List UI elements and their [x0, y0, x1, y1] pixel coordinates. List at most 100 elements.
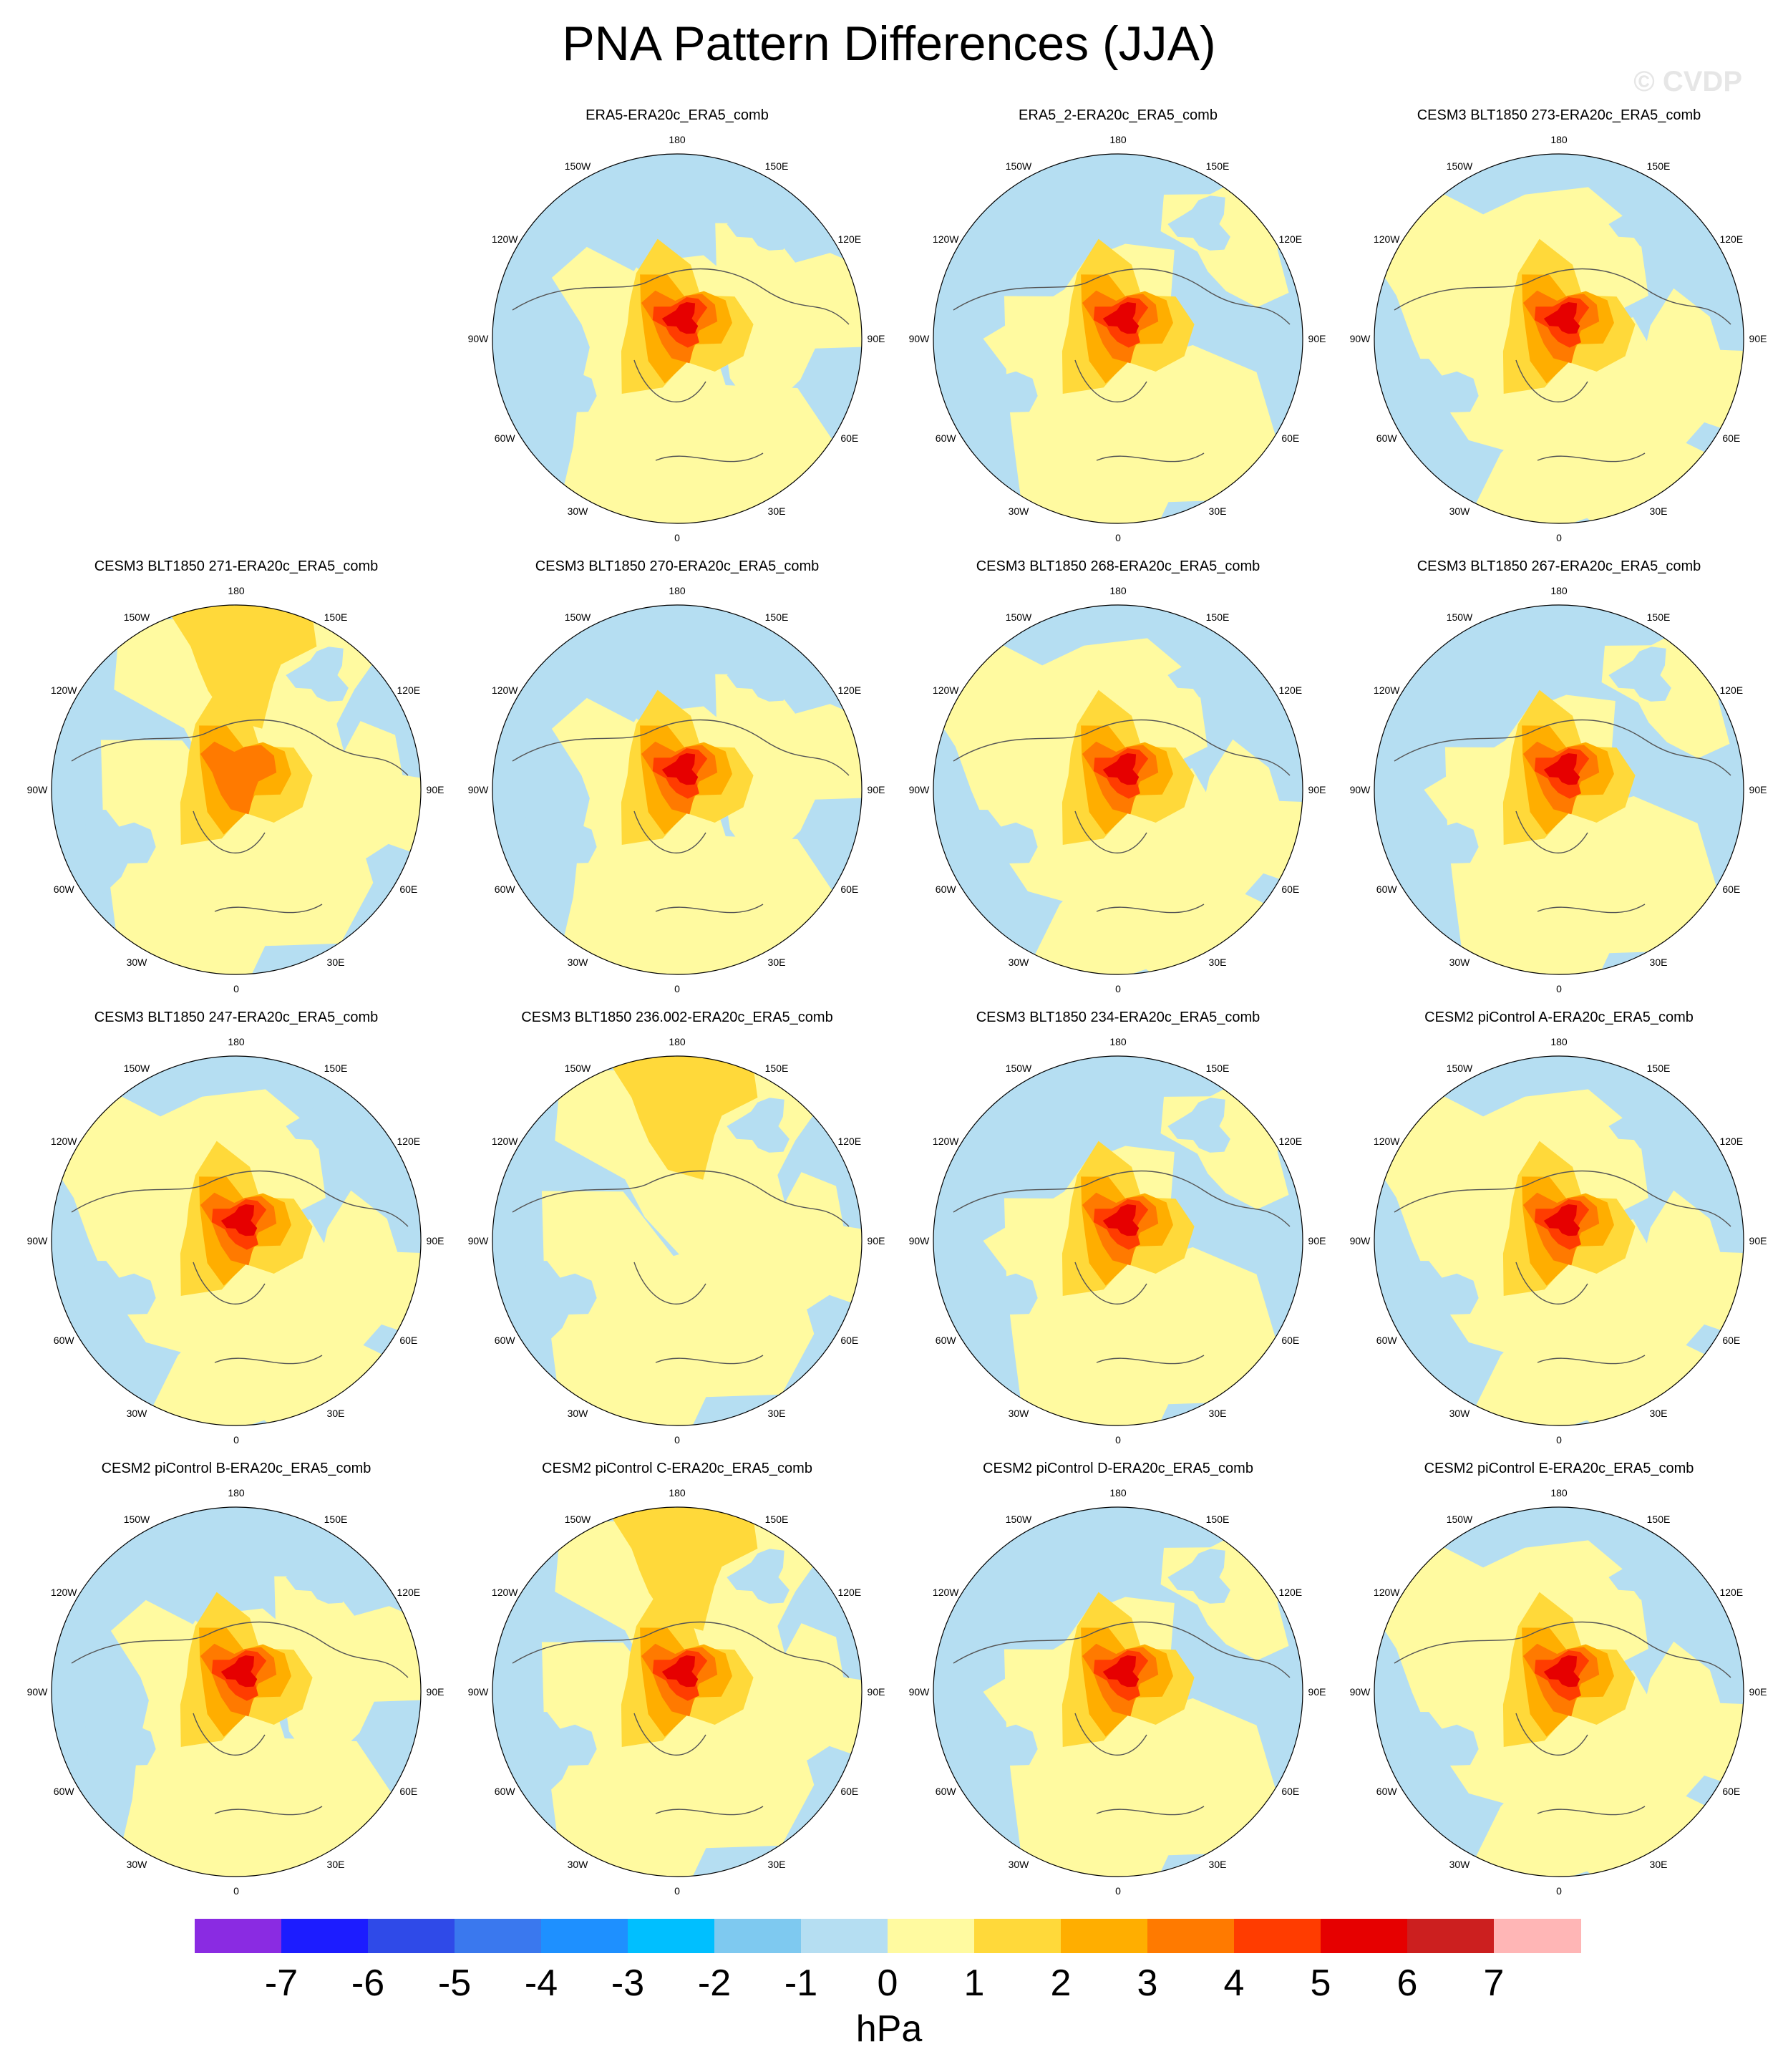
coastline	[512, 1621, 850, 1816]
watermark: © CVDP	[1633, 66, 1742, 97]
map-panel: CESM3 BLT1850 268-ERA20c_ERA5_comb 180 150…	[903, 558, 1333, 1002]
coastline	[953, 268, 1291, 463]
longitude-label: 120W	[933, 233, 959, 245]
longitude-label: 60W	[495, 883, 516, 895]
longitude-label: 120W	[492, 233, 518, 245]
longitude-label: 180	[1550, 1036, 1568, 1047]
positive-anomaly-region	[167, 605, 317, 729]
coastline	[1394, 1621, 1731, 1816]
longitude-label: 60E	[1722, 432, 1740, 444]
longitude-label: 120E	[1719, 1587, 1743, 1598]
panel-title: CESM2 piControl E-ERA20c_ERA5_comb	[1424, 1461, 1694, 1476]
longitude-label: 90E	[1308, 1235, 1326, 1246]
colorbar-swatch	[1061, 1919, 1148, 1953]
polar-map: 180 150E 120E 90E 60E 30E 0 30W 60W 90W 120W 150W	[1350, 1487, 1767, 1897]
negative-anomaly-region	[1167, 647, 1230, 702]
longitude-label: 60W	[54, 1335, 75, 1346]
negative-anomaly-region	[525, 359, 597, 443]
longitude-label: 0	[1115, 1885, 1121, 1897]
longitude-label: 150E	[765, 611, 789, 623]
coastline	[1394, 268, 1731, 463]
negative-anomaly-region	[84, 810, 156, 894]
longitude-label: 150E	[1647, 160, 1671, 172]
negative-anomaly-region	[1608, 1549, 1671, 1604]
positive-anomaly-region	[1374, 174, 1648, 460]
panel-title: CESM3 BLT1850 234-ERA20c_ERA5_comb	[976, 1010, 1260, 1025]
longitude-label: 0	[674, 983, 680, 994]
longitude-label: 0	[674, 1885, 680, 1897]
colorbar-tick-label: -6	[351, 1962, 385, 2004]
longitude-label: 180	[228, 585, 245, 596]
negative-anomaly-region	[1407, 1261, 1479, 1345]
coastline	[71, 1621, 409, 1816]
longitude-label: 150E	[1647, 1514, 1671, 1525]
negative-anomaly-region	[525, 1712, 597, 1796]
colorbar-swatch	[1147, 1919, 1235, 1953]
longitude-label: 90W	[468, 1686, 490, 1698]
longitude-label: 60E	[1722, 883, 1740, 895]
colorbar-tick-label: 3	[1137, 1962, 1158, 2004]
map-border	[51, 604, 422, 975]
negative-anomaly-region	[966, 1261, 1038, 1345]
negative-anomaly-region	[525, 810, 597, 894]
longitude-label: 30W	[1009, 505, 1030, 517]
longitude-label: 180	[1109, 1487, 1127, 1499]
longitude-label: 150W	[1447, 160, 1473, 172]
longitude-label: 120W	[1374, 684, 1400, 696]
negative-anomaly-region	[84, 1712, 156, 1796]
polar-map: 180 150E 120E 90E 60E 30E 0 30W 60W 90W 120W 150W	[27, 1487, 444, 1897]
longitude-label: 120E	[837, 1587, 861, 1598]
longitude-label: 60E	[840, 1786, 858, 1797]
longitude-label: 30E	[1650, 1859, 1668, 1870]
negative-anomaly-region	[1407, 359, 1479, 443]
longitude-label: 30E	[768, 957, 786, 968]
longitude-label: 30E	[327, 1859, 345, 1870]
pressure-anomaly-contour	[661, 302, 699, 334]
negative-anomaly-region	[727, 647, 790, 702]
positive-anomaly-region	[758, 1172, 862, 1325]
map-border	[1374, 1506, 1744, 1877]
longitude-label: 0	[233, 983, 239, 994]
longitude-label: 30E	[768, 1408, 786, 1419]
colorbar-swatch	[888, 1919, 975, 1953]
negative-anomaly-region	[966, 1712, 1038, 1796]
longitude-label: 180	[1109, 1036, 1127, 1047]
negative-anomaly-region	[84, 1261, 156, 1345]
coastline	[512, 268, 850, 463]
negative-anomaly-region	[727, 1549, 790, 1604]
longitude-label: 150E	[765, 1062, 789, 1074]
longitude-label: 120W	[933, 1587, 959, 1598]
longitude-label: 90E	[427, 1235, 444, 1246]
longitude-label: 60E	[1722, 1335, 1740, 1346]
map-panel: CESM3 BLT1850 236.002-ERA20c_ERA5_comb 18…	[462, 1010, 892, 1453]
negative-anomaly-region	[1608, 647, 1671, 702]
longitude-label: 90E	[1308, 333, 1326, 344]
longitude-label: 60W	[495, 432, 516, 444]
negative-anomaly-region	[1167, 1549, 1230, 1604]
polar-map: 180 150E 120E 90E 60E 30E 0 30W 60W 90W 120W 150W	[27, 585, 444, 994]
map-border	[51, 1055, 422, 1426]
map-panel: CESM2 piControl C-ERA20c_ERA5_comb 180 150…	[462, 1461, 892, 1904]
longitude-label: 30E	[1209, 1859, 1227, 1870]
longitude-label: 60E	[399, 1786, 417, 1797]
longitude-label: 90W	[1350, 784, 1371, 795]
map-panel: CESM2 piControl A-ERA20c_ERA5_comb 180 150…	[1344, 1010, 1774, 1453]
negative-anomaly-region	[1407, 1712, 1479, 1796]
longitude-label: 180	[228, 1487, 245, 1499]
longitude-label: 120E	[1278, 1587, 1302, 1598]
colorbar	[195, 1919, 1581, 1953]
pressure-anomaly-contour	[1543, 753, 1580, 785]
longitude-label: 120E	[397, 1587, 420, 1598]
longitude-label: 30E	[1650, 1408, 1668, 1419]
longitude-label: 120W	[51, 1587, 77, 1598]
longitude-label: 60W	[1376, 1786, 1398, 1797]
colorbar-units: hPa	[855, 2008, 923, 2050]
map-panel: CESM3 BLT1850 270-ERA20c_ERA5_comb 180 150…	[462, 558, 892, 1002]
longitude-label: 150E	[1206, 1062, 1230, 1074]
colorbar-swatch	[1494, 1919, 1581, 1953]
map-panel: CESM3 BLT1850 247-ERA20c_ERA5_comb 180 150…	[21, 1010, 451, 1453]
positive-anomaly-region	[100, 740, 374, 974]
longitude-label: 180	[1109, 585, 1127, 596]
colorbar-tick-label: -3	[611, 1962, 645, 2004]
longitude-label: 60E	[1281, 1335, 1299, 1346]
